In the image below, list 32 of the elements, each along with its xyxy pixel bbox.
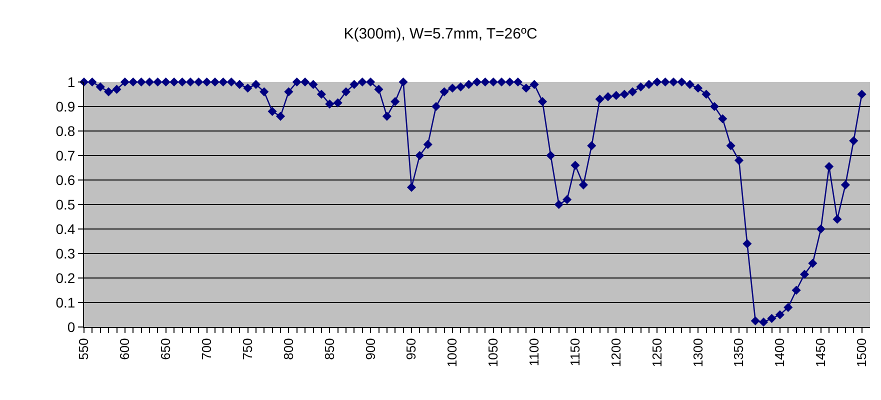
x-tick-label: 1200	[608, 338, 624, 368]
x-tick-label: 1500	[854, 338, 870, 368]
y-tick-label: 0.1	[56, 294, 76, 310]
y-tick-label: 0.2	[56, 270, 76, 286]
x-tick-label: 900	[362, 338, 378, 360]
x-tick-label: 1000	[444, 338, 460, 368]
y-tick-label: 1	[67, 74, 76, 90]
x-tick-label: 1150	[567, 338, 582, 366]
x-tick-label: 1350	[731, 338, 746, 368]
y-tick-label: 0.9	[56, 98, 76, 114]
y-tick-label: 0.7	[56, 147, 76, 164]
x-tick-label: 600	[117, 338, 132, 360]
x-tick-label: 950	[404, 338, 419, 360]
x-tick-label: 800	[280, 338, 296, 360]
x-tick-label: 650	[158, 338, 174, 360]
x-tick-label: 1400	[772, 338, 788, 368]
y-tick-label: 0.4	[56, 220, 76, 237]
x-tick-label: 1050	[486, 338, 501, 368]
x-tick-label: 1300	[690, 338, 706, 368]
x-tick-label: 1450	[813, 338, 828, 368]
chart-title: K(300m), W=5.7mm, T=26ºC	[344, 26, 538, 42]
x-tick-label: 1250	[649, 338, 664, 368]
x-tick-label: 1100	[526, 338, 542, 366]
x-tick-label: 750	[240, 338, 255, 360]
y-tick-label: 0	[67, 318, 76, 335]
x-tick-label: 700	[199, 338, 214, 360]
y-tick-label: 0.6	[56, 172, 76, 188]
x-tick-label: 850	[322, 338, 337, 360]
x-tick-label: 550	[76, 338, 92, 360]
y-tick-label: 0.3	[56, 245, 76, 262]
y-tick-label: 0.8	[56, 122, 76, 139]
y-tick-label: 0.5	[56, 196, 76, 212]
